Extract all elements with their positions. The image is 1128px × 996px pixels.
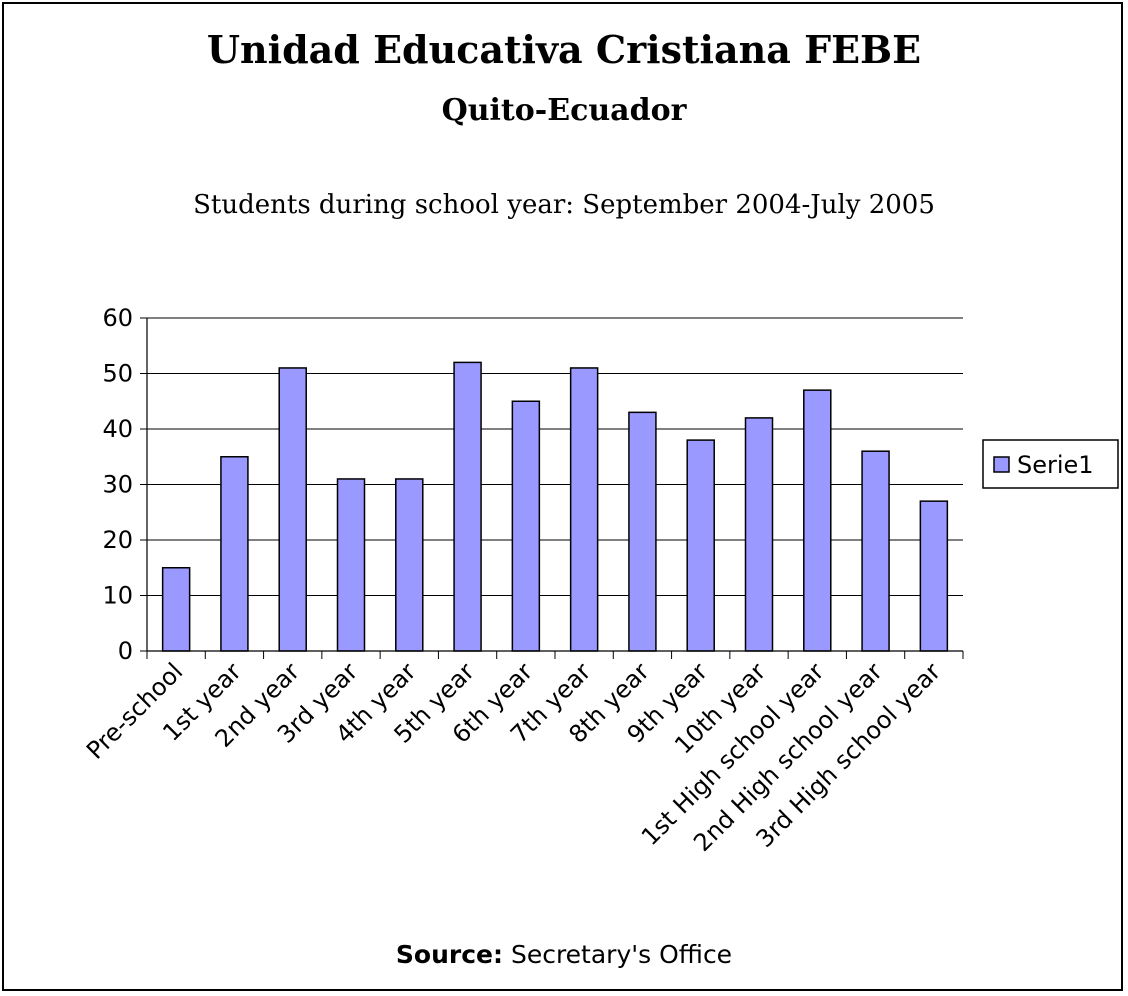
legend-label: Serie1	[1017, 451, 1094, 479]
chart-title: Unidad Educativa Cristiana FEBE	[206, 27, 922, 72]
y-tick-label: 60	[102, 304, 133, 332]
bar	[220, 456, 249, 652]
y-tick-label: 50	[102, 360, 133, 388]
bar	[511, 400, 541, 652]
bar	[628, 411, 657, 652]
y-tick-label: 40	[102, 415, 133, 443]
y-tick-label: 0	[118, 637, 133, 665]
bar	[686, 439, 715, 652]
y-tick-label: 30	[102, 471, 133, 499]
y-tick-label: 10	[102, 582, 133, 610]
bar	[861, 450, 890, 652]
y-tick-labels: 0 10 20 30 40 50 60	[102, 304, 133, 665]
bar	[919, 500, 949, 652]
bar	[336, 478, 366, 652]
bar	[395, 478, 424, 652]
axes	[146, 318, 964, 659]
bar	[569, 367, 599, 652]
bar	[803, 389, 832, 652]
source-text: Secretary's Office	[503, 940, 733, 969]
legend: Serie1	[982, 439, 1119, 489]
bar	[744, 417, 774, 652]
chart-subtitle: Quito-Ecuador	[441, 93, 687, 128]
y-tick-label: 20	[102, 526, 133, 554]
bar	[161, 567, 191, 652]
bars	[161, 361, 949, 652]
legend-swatch	[993, 456, 1010, 473]
bar	[453, 361, 482, 652]
source-note: Source: Secretary's Office	[0, 940, 1128, 969]
source-label: Source:	[395, 940, 503, 969]
bar	[278, 367, 307, 652]
gridlines	[140, 317, 963, 652]
chart-caption: Students during school year: September 2…	[193, 190, 935, 220]
